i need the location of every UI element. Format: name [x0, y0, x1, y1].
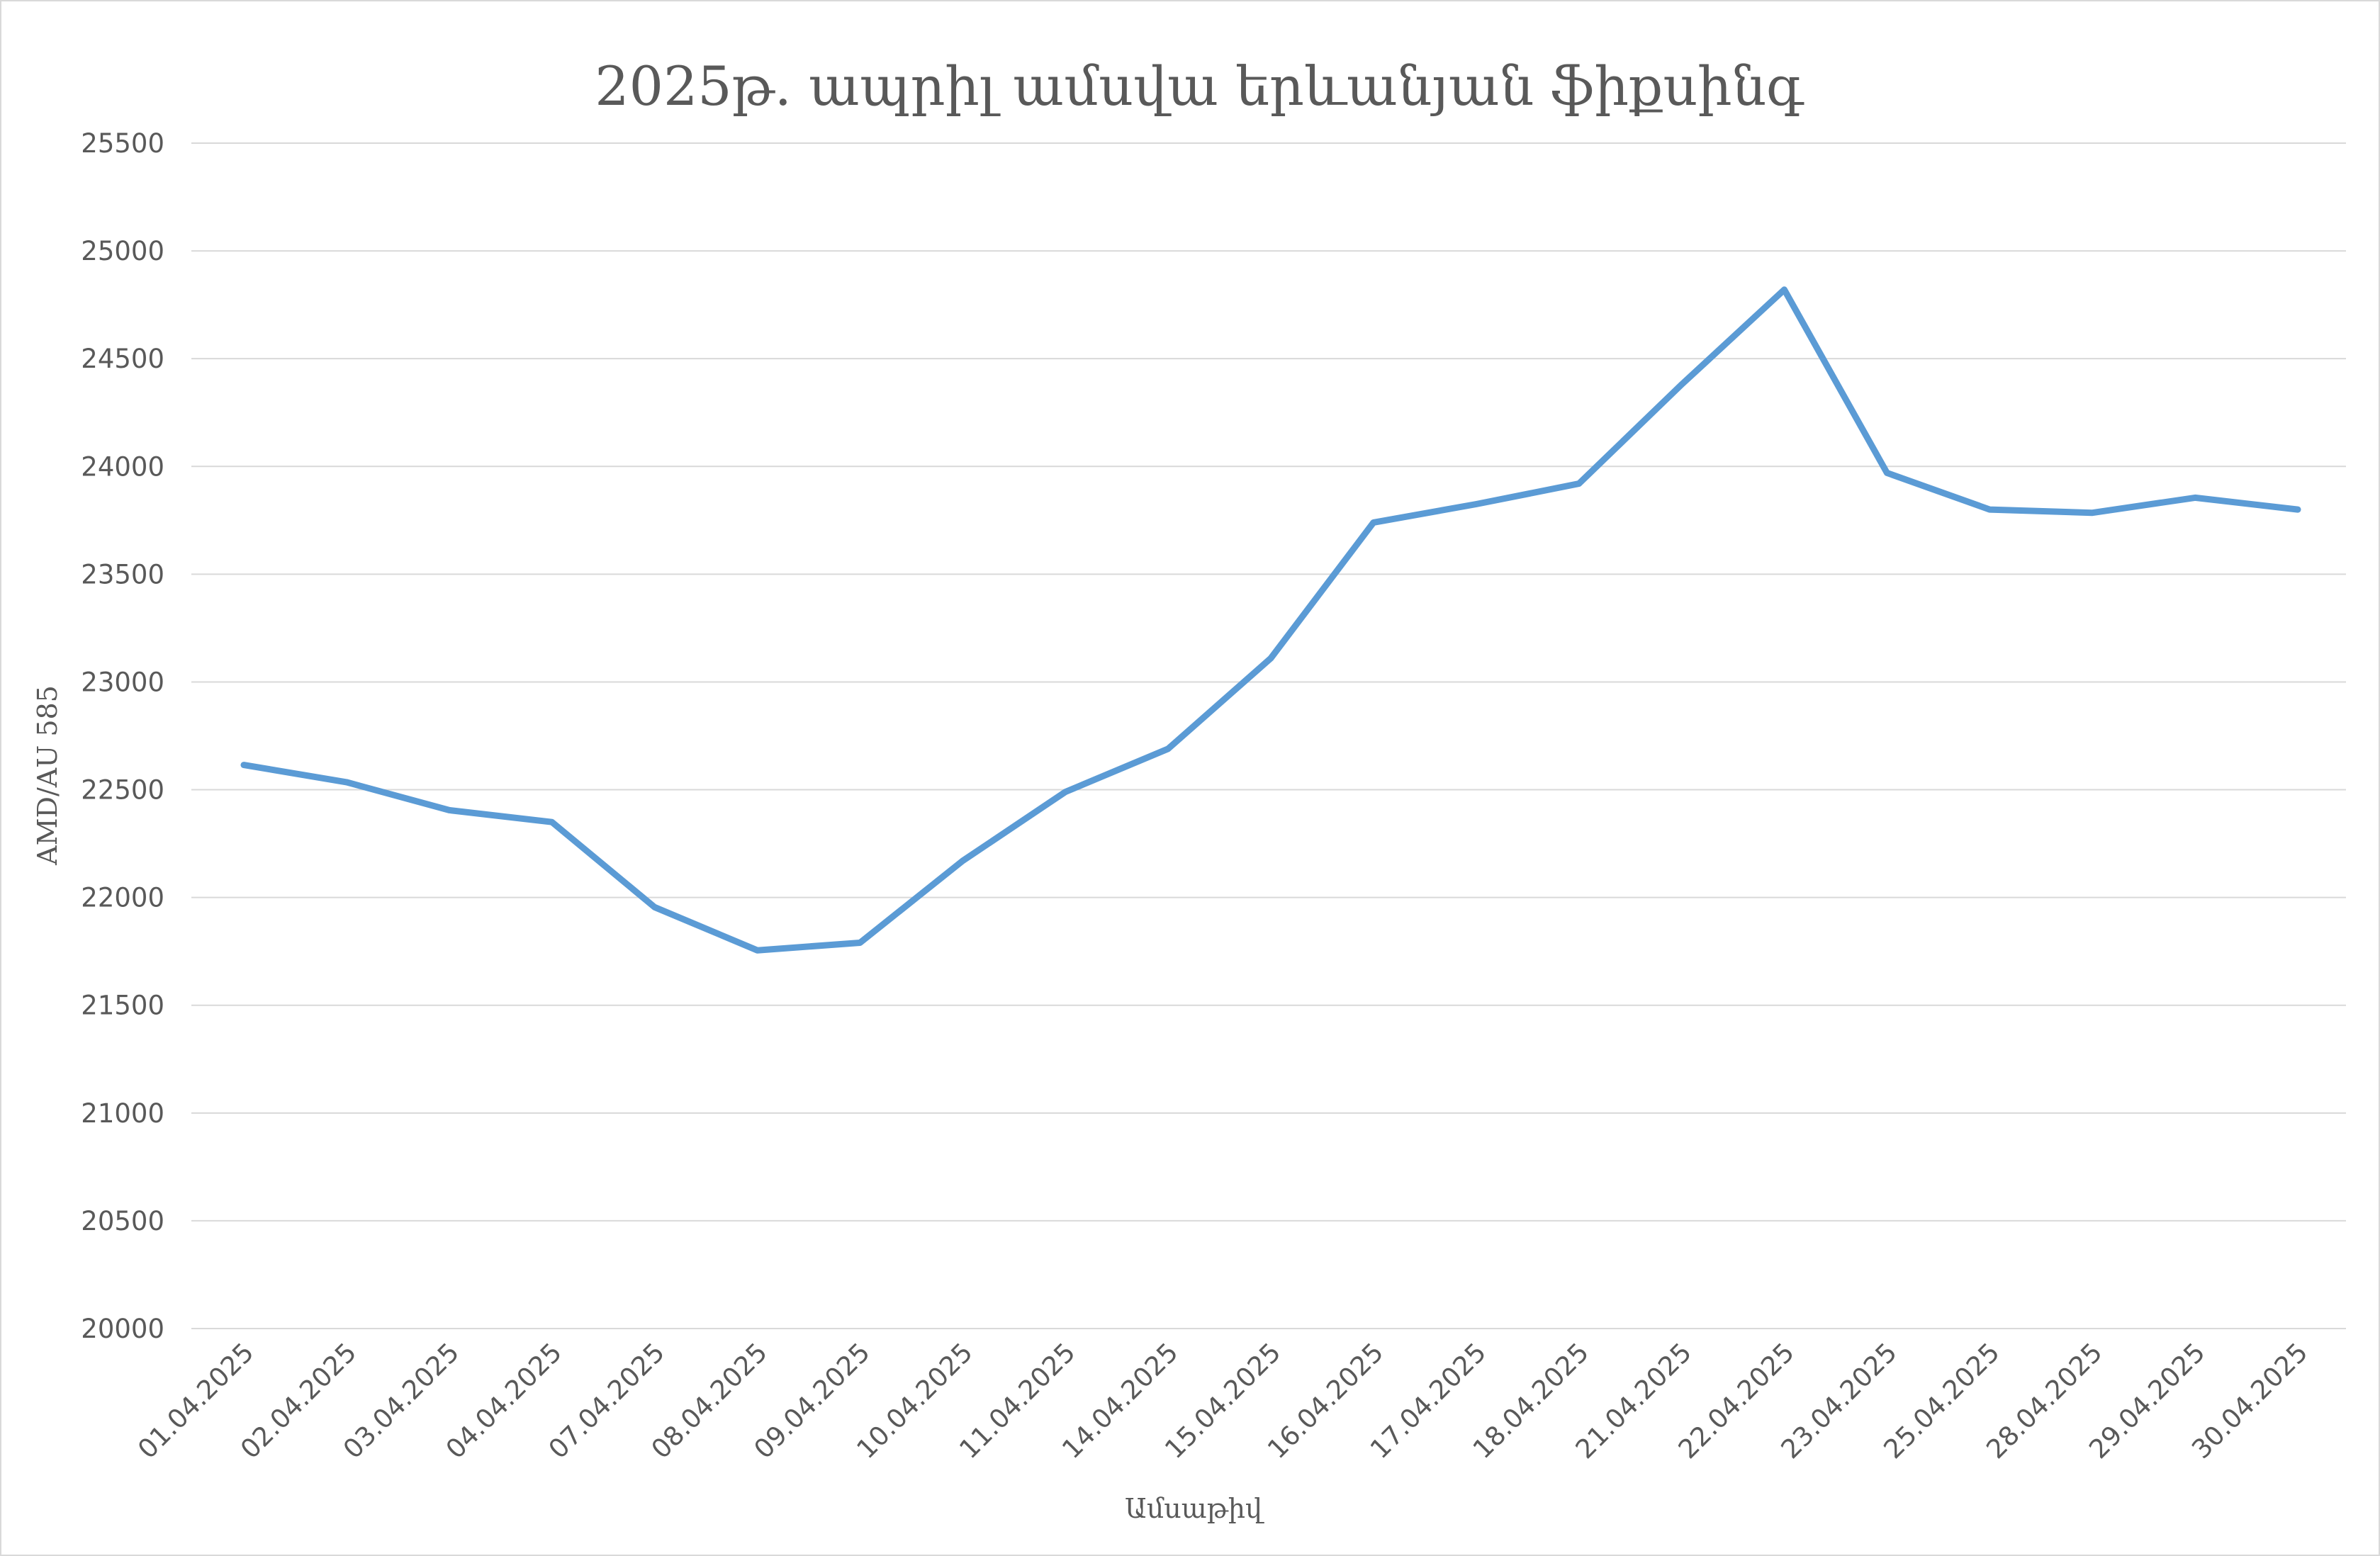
data-point	[343, 779, 349, 785]
data-point	[1678, 381, 1685, 388]
y-tick-label: 25000	[81, 236, 164, 266]
y-axis-tick-labels: 20000 20500 21000 21500 22000 22500 23000 23500…	[81, 128, 164, 1344]
data-point	[1781, 286, 1787, 293]
data-point	[2295, 507, 2301, 513]
chart-title: 2025թ. ապրիլ ամսվա երևանյան ֆիքսինգ	[595, 55, 1804, 118]
gridlines	[191, 142, 2346, 1329]
y-tick-label: 23500	[81, 559, 164, 590]
data-point	[2089, 509, 2096, 516]
data-point	[1370, 519, 1376, 526]
data-point	[1884, 470, 1890, 476]
y-axis-title: AMD/AU 585	[32, 685, 63, 866]
y-tick-label: 23000	[81, 667, 164, 697]
data-point	[2192, 495, 2199, 501]
data-point	[241, 762, 247, 768]
data-point	[1165, 745, 1172, 752]
data-point	[446, 807, 452, 813]
data-point	[754, 947, 760, 954]
y-tick-label: 24000	[81, 451, 164, 482]
data-point	[1576, 480, 1582, 487]
x-axis-title: Ամսաթիվ	[1125, 1493, 1264, 1524]
y-tick-label: 22500	[81, 775, 164, 806]
data-point	[960, 857, 966, 864]
series-line	[240, 286, 2301, 954]
x-axis-tick-labels: 01.04.202502.04.202503.04.202504.04.2025…	[132, 1337, 2313, 1465]
y-tick-label: 25500	[81, 128, 164, 159]
y-tick-label: 20500	[81, 1206, 164, 1236]
y-tick-label: 24500	[81, 344, 164, 374]
y-tick-label: 21500	[81, 991, 164, 1021]
data-point	[1473, 501, 1479, 507]
series-lines	[240, 286, 2301, 954]
data-point	[1987, 507, 1993, 513]
y-tick-label: 20000	[81, 1314, 164, 1344]
data-point	[857, 940, 863, 946]
data-point	[549, 819, 555, 825]
y-tick-label: 22000	[81, 883, 164, 913]
y-tick-label: 21000	[81, 1098, 164, 1129]
data-point	[1268, 655, 1274, 661]
data-point	[651, 904, 658, 911]
data-point	[1062, 789, 1069, 795]
